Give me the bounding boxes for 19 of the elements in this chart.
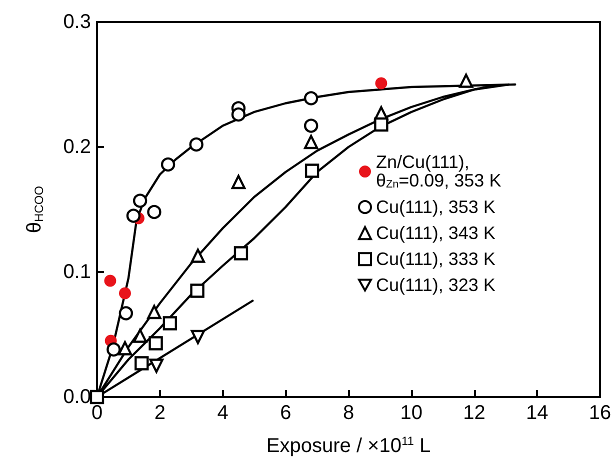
y-tick-label: 0.1 <box>63 261 91 283</box>
y-tick-label: 0.3 <box>63 11 91 33</box>
x-tick-label: 0 <box>91 402 103 424</box>
x-tick-label: 4 <box>217 402 228 424</box>
legend-label: Cu(111), 323 K <box>376 275 496 296</box>
legend-label: Zn/Cu(111), θZn=0.09, 353 K <box>376 152 502 191</box>
x-tick-label: 8 <box>342 402 354 424</box>
legend-label: Cu(111), 353 K <box>376 197 496 218</box>
x-tick-label: 10 <box>400 402 422 424</box>
y-tick-label: 0.0 <box>63 386 91 408</box>
x-tick-label: 12 <box>463 402 486 424</box>
legend-label: Cu(111), 343 K <box>376 223 496 244</box>
y-axis-title: θHCOO <box>24 186 46 234</box>
x-tick-label: 2 <box>154 402 166 424</box>
legend-label: Cu(111), 333 K <box>376 249 496 270</box>
x-tick-label: 16 <box>588 402 612 424</box>
x-tick-label: 6 <box>280 402 292 424</box>
y-tick-label: 0.2 <box>63 136 91 158</box>
x-tick-label: 14 <box>526 402 548 424</box>
